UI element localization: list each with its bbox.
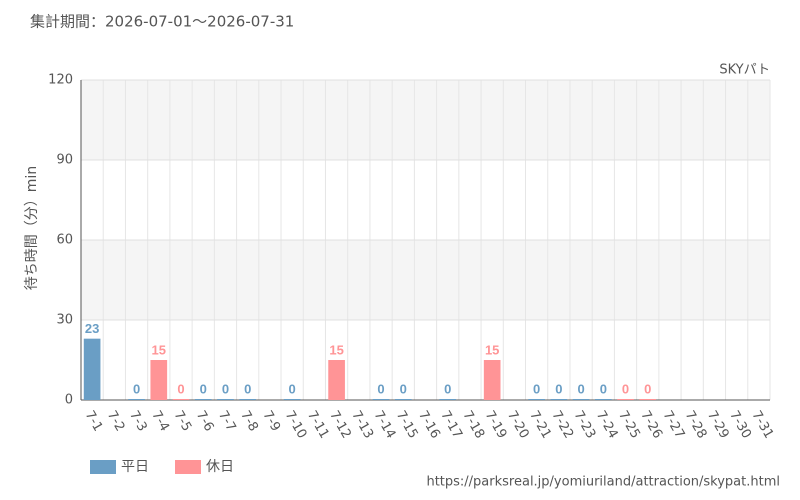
x-tick-label: 7-17: [437, 408, 465, 441]
bar: [328, 360, 345, 400]
data-label: 0: [644, 381, 651, 396]
y-axis-label: 待ち時間（分）min: [24, 166, 40, 290]
bar: [283, 399, 301, 400]
legend-swatch: [175, 460, 201, 474]
source-url: https://parksreal.jp/yomiuriland/attract…: [426, 475, 780, 490]
x-tick-label: 7-30: [726, 408, 754, 441]
x-tick-label: 7-7: [215, 408, 239, 434]
x-tick-label: 7-14: [371, 408, 399, 441]
y-tick-label: 90: [56, 153, 73, 168]
data-label: 0: [600, 381, 607, 396]
legend-label: 休日: [206, 459, 234, 475]
chart-title: 集計期間：2026-07-01～2026-07-31: [30, 13, 294, 31]
bar: [172, 399, 190, 400]
bar: [528, 399, 545, 400]
data-label: 0: [289, 381, 296, 396]
bar: [194, 399, 212, 400]
x-tick-label: 7-10: [282, 408, 310, 441]
x-tick-label: 7-3: [126, 408, 150, 434]
x-tick-label: 7-6: [193, 408, 217, 434]
bar: [83, 338, 101, 400]
data-label: 0: [622, 381, 629, 396]
x-tick-label: 7-20: [504, 408, 532, 441]
bar: [617, 399, 634, 400]
data-label: 15: [329, 342, 343, 357]
x-tick-label: 7-29: [704, 408, 732, 441]
x-tick-label: 7-22: [548, 408, 576, 441]
data-label: 0: [444, 381, 451, 396]
y-tick-label: 120: [48, 73, 73, 88]
data-label: 0: [200, 381, 207, 396]
bar: [594, 399, 612, 400]
y-tick-label: 30: [56, 313, 73, 328]
data-label: 23: [85, 321, 99, 336]
x-tick-label: 7-11: [304, 408, 332, 441]
data-label: 0: [555, 381, 562, 396]
data-label: 0: [177, 381, 184, 396]
x-tick-label: 7-8: [237, 408, 261, 434]
data-label: 0: [222, 381, 229, 396]
grid-band: [81, 80, 770, 160]
x-tick-label: 7-15: [393, 408, 421, 441]
data-label: 0: [577, 381, 584, 396]
data-label: 0: [244, 381, 251, 396]
data-label: 15: [485, 342, 499, 357]
bar: [483, 360, 501, 400]
x-tick-label: 7-28: [682, 408, 710, 441]
x-tick-label: 7-5: [171, 408, 195, 434]
y-tick-label: 0: [65, 393, 73, 408]
bar: [128, 399, 145, 400]
x-tick-label: 7-13: [348, 408, 376, 441]
x-tick-label: 7-19: [482, 408, 510, 441]
bar: [372, 399, 390, 400]
x-tick-label: 7-31: [748, 408, 776, 441]
data-label: 0: [533, 381, 540, 396]
x-tick-label: 7-27: [659, 408, 687, 441]
y-tick-label: 60: [56, 233, 73, 248]
x-tick-label: 7-25: [615, 408, 643, 441]
grid-band: [81, 240, 770, 320]
bar: [639, 399, 657, 400]
x-tick-label: 7-4: [148, 408, 172, 434]
chart-subtitle: SKYパト: [719, 63, 770, 78]
x-tick-label: 7-23: [571, 408, 599, 441]
x-tick-label: 7-24: [593, 408, 621, 441]
data-label: 15: [152, 342, 166, 357]
bar: [439, 399, 457, 400]
bar: [217, 399, 234, 400]
x-tick-label: 7-21: [526, 408, 554, 441]
data-label: 0: [400, 381, 407, 396]
legend-label: 平日: [121, 459, 149, 475]
data-label: 0: [133, 381, 140, 396]
bar: [550, 399, 568, 400]
bar: [239, 399, 257, 400]
x-tick-label: 7-2: [104, 408, 128, 434]
x-tick-label: 7-1: [82, 408, 106, 434]
legend-swatch: [90, 460, 116, 474]
bar: [150, 360, 168, 400]
x-tick-label: 7-26: [637, 408, 665, 441]
x-tick-label: 7-16: [415, 408, 443, 441]
bar: [394, 399, 412, 400]
x-tick-label: 7-18: [459, 408, 487, 441]
x-tick-label: 7-12: [326, 408, 354, 441]
x-tick-label: 7-9: [259, 408, 283, 434]
bar: [572, 399, 590, 400]
data-label: 0: [377, 381, 384, 396]
